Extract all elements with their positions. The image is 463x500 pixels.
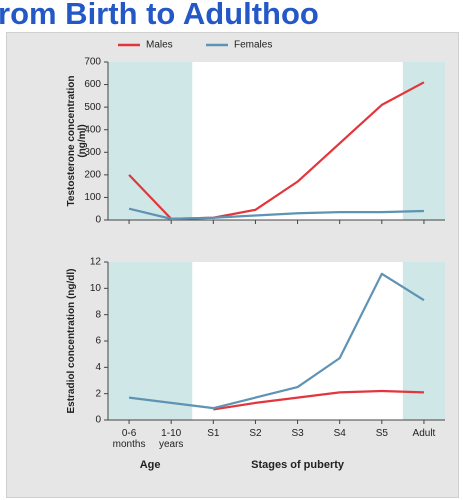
y-tick-label: 6: [95, 336, 101, 347]
y-tick-label: 12: [90, 257, 102, 268]
x-tick-label: S3: [291, 428, 304, 439]
y-tick-label: 400: [84, 124, 101, 135]
shaded-band: [402, 62, 445, 220]
x-tick-label: 1-10 years: [158, 428, 184, 450]
y-tick-label: 300: [84, 147, 101, 158]
y-tick-label: 0: [95, 415, 101, 426]
shaded-band: [108, 262, 193, 420]
legend-label: Males: [146, 40, 173, 51]
y-tick-label: 0: [95, 215, 101, 226]
y-tick-label: 500: [84, 102, 101, 113]
x-tick-label: S2: [249, 428, 262, 439]
x-group-label: Stages of puberty: [251, 459, 345, 471]
y-axis-label: Estradiol concentration (ng/dl): [66, 268, 77, 414]
shaded-band: [402, 262, 445, 420]
y-tick-label: 2: [95, 388, 101, 399]
y-tick-label: 200: [84, 169, 101, 180]
y-tick-label: 10: [90, 283, 102, 294]
series-line: [213, 389, 424, 411]
y-tick-label: 4: [95, 362, 101, 373]
x-tick-label: Adult: [412, 428, 436, 439]
page-title: rom Birth to Adulthoo: [0, 0, 319, 31]
series-line: [128, 272, 425, 410]
x-tick-label: 0-6 months: [112, 428, 146, 450]
series-line: [128, 207, 424, 220]
shaded-band: [108, 62, 193, 220]
y-axis-label: Testosterone concentration (ng/ml): [66, 75, 88, 207]
x-tick-label: S5: [375, 428, 388, 439]
x-tick-label: S1: [207, 428, 220, 439]
x-group-label: Age: [139, 459, 161, 471]
y-tick-label: 600: [84, 79, 101, 90]
y-tick-label: 8: [95, 309, 101, 320]
y-tick-label: 700: [84, 57, 101, 68]
legend-label: Females: [234, 40, 272, 51]
x-tick-label: S4: [333, 428, 346, 439]
y-tick-label: 100: [84, 192, 101, 203]
